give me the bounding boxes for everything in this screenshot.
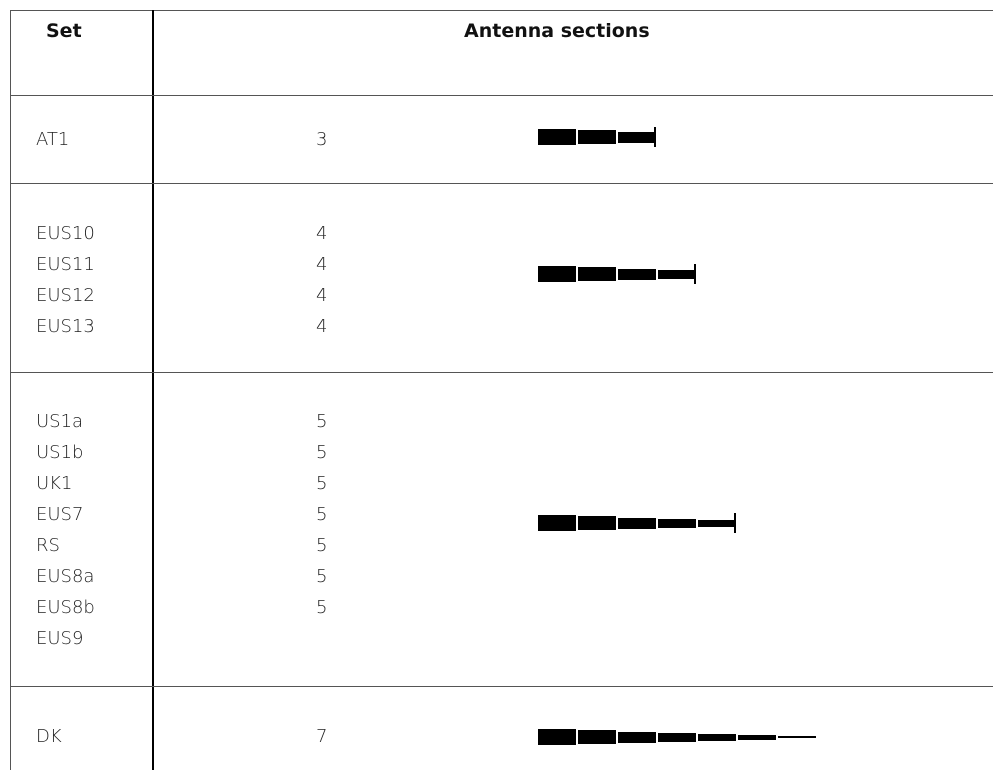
row-sets-dk: DK — [36, 721, 62, 752]
row-sets-at: AT1 — [36, 124, 69, 155]
antenna-section — [658, 269, 696, 279]
section-count: 5 — [316, 411, 328, 432]
antenna-section — [538, 129, 576, 145]
antenna-section — [578, 730, 616, 744]
antenna-section — [778, 736, 816, 738]
set-name: RS — [36, 535, 60, 556]
antenna-section — [538, 266, 576, 282]
antenna-section — [618, 268, 656, 280]
section-count: 5 — [316, 504, 328, 525]
set-name: EUS13 — [36, 316, 95, 337]
table-left-border — [10, 10, 11, 770]
antenna-sections-header: Antenna sections — [464, 20, 650, 42]
antenna-section — [658, 732, 696, 742]
set-name: EUS8b — [36, 597, 95, 618]
row-counts-at: 3 — [316, 124, 327, 155]
set-name: AT1 — [36, 129, 70, 150]
antenna-diagram-4 — [538, 264, 698, 284]
section-count: 4 — [316, 223, 328, 244]
section-count: 5 — [316, 535, 328, 556]
antenna-diagram-5 — [538, 513, 738, 533]
row-counts-eus: 4 4 4 4 — [316, 218, 327, 342]
row-divider — [10, 95, 993, 96]
section-count: 3 — [316, 129, 328, 150]
set-name: EUS12 — [36, 285, 95, 306]
row-divider — [10, 372, 993, 373]
section-count: 4 — [316, 316, 328, 337]
row-counts-us: 5 5 5 5 5 5 5 — [316, 406, 327, 623]
antenna-section — [538, 515, 576, 531]
section-count: 5 — [316, 566, 328, 587]
row-counts-dk: 7 — [316, 721, 327, 752]
section-count: 5 — [316, 473, 328, 494]
table-top-border — [10, 10, 993, 11]
section-count: 7 — [316, 726, 328, 747]
row-divider — [10, 183, 993, 184]
set-name: EUS7 — [36, 504, 84, 525]
antenna-tip — [654, 127, 656, 147]
set-name: EUS10 — [36, 223, 95, 244]
section-count: 5 — [316, 597, 328, 618]
row-sets-us: US1a US1b UK1 EUS7 RS EUS8a EUS8b EUS9 — [36, 406, 95, 654]
set-name: US1b — [36, 442, 84, 463]
antenna-diagram-3 — [538, 127, 658, 147]
antenna-section — [698, 519, 736, 527]
antenna-section — [618, 131, 656, 143]
antenna-tip — [694, 264, 696, 284]
antenna-tip — [734, 513, 736, 533]
set-name: EUS11 — [36, 254, 95, 275]
set-name: EUS9 — [36, 628, 84, 649]
set-name: DK — [36, 726, 62, 747]
antenna-diagram-7 — [538, 727, 818, 747]
section-count: 4 — [316, 254, 328, 275]
set-name: EUS8a — [36, 566, 95, 587]
antenna-section — [578, 516, 616, 530]
antenna-section — [698, 733, 736, 741]
section-count: 4 — [316, 285, 328, 306]
antenna-section — [618, 731, 656, 743]
antenna-section — [738, 734, 776, 740]
row-divider — [10, 686, 993, 687]
antenna-section — [618, 517, 656, 529]
antenna-section — [578, 130, 616, 144]
column-divider — [152, 10, 154, 770]
set-name: US1a — [36, 411, 84, 432]
row-sets-eus: EUS10 EUS11 EUS12 EUS13 — [36, 218, 95, 342]
antenna-section — [578, 267, 616, 281]
antenna-section — [658, 518, 696, 528]
set-column-header: Set — [46, 20, 82, 42]
section-count: 5 — [316, 442, 328, 463]
set-name: UK1 — [36, 473, 73, 494]
antenna-section — [538, 729, 576, 745]
